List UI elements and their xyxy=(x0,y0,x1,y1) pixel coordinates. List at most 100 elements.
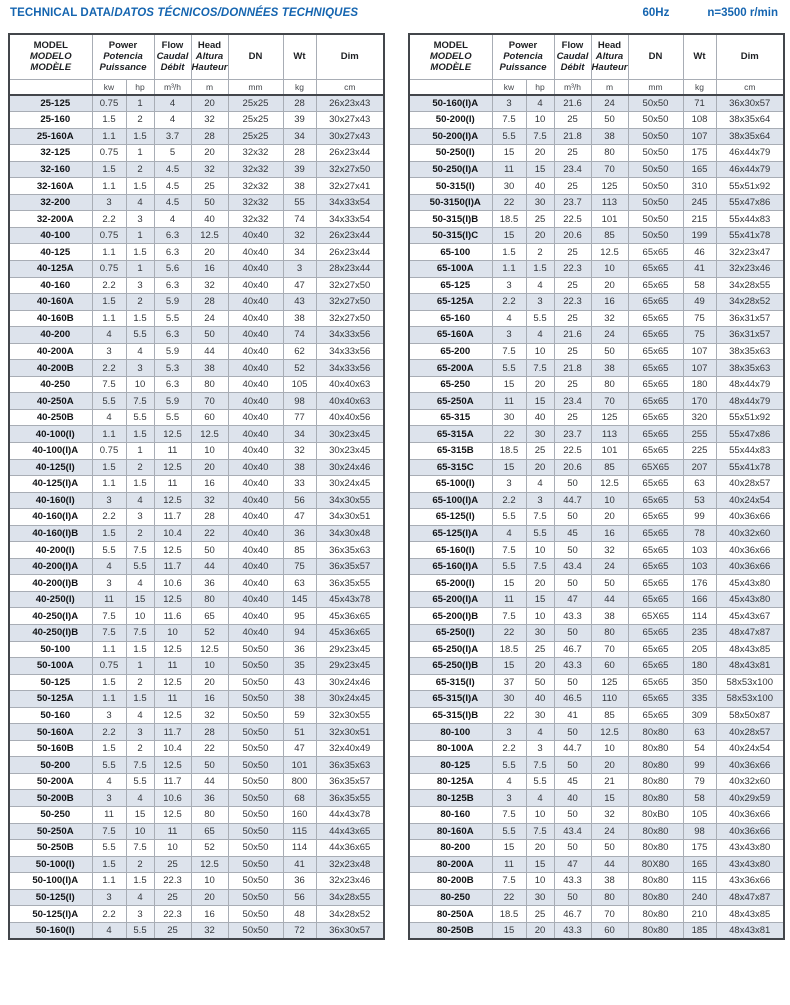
hp-cell: 2 xyxy=(125,160,155,179)
wt-cell: 95 xyxy=(282,607,317,625)
model-cell: 50-160B xyxy=(8,739,93,758)
dn-cell: 80x80 xyxy=(627,905,684,923)
dim-cell: 55x47x86 xyxy=(715,425,785,443)
table-row: 80-100A 2.2 3 44.7 10 80x80 54 40x24x54 xyxy=(408,739,785,758)
dim-cell: 29x23x45 xyxy=(315,657,385,675)
table-row: 50-100(I)A 1.1 1.5 22.3 10 50x50 36 32x23x46 xyxy=(8,872,385,890)
flow-cell: 12.5 xyxy=(153,458,192,477)
kw-cell: 1.1 xyxy=(91,475,127,493)
flow-cell: 43.3 xyxy=(553,607,592,625)
head-cell: 16 xyxy=(190,690,229,708)
head-cell: 50 xyxy=(590,574,629,592)
head-cell: 12.5 xyxy=(590,475,629,493)
flow-cell: 25 xyxy=(553,177,592,195)
dim-cell: 40x29x59 xyxy=(715,789,785,808)
model-cell: 80-125B xyxy=(408,789,493,808)
head-cell: 32 xyxy=(590,806,629,824)
table-row: 65-250 15 20 25 80 65x65 180 48x44x79 xyxy=(408,375,785,394)
model-cell: 40-200(I)A xyxy=(8,557,93,576)
wt-cell: 245 xyxy=(682,193,717,212)
kw-cell: 2.2 xyxy=(91,723,127,741)
dn-cell: 65x65 xyxy=(627,359,684,377)
dim-cell: 34x28x52 xyxy=(315,905,385,923)
kw-cell: 3 xyxy=(91,491,127,510)
wt-cell: 43 xyxy=(282,673,317,692)
dim-cell: 40x36x66 xyxy=(715,557,785,576)
hp-cell: 5.5 xyxy=(125,557,155,576)
model-cell: 80-200B xyxy=(408,872,493,890)
dn-cell: 50x50 xyxy=(227,921,284,940)
head-cell: 44 xyxy=(590,855,629,874)
hp-cell: 30 xyxy=(525,193,555,212)
kw-cell: 3 xyxy=(491,276,527,295)
dim-cell: 55x44x83 xyxy=(715,441,785,460)
table-row: 80-250B 15 20 43.3 60 80x80 185 48x43x81 xyxy=(408,921,785,940)
wt-cell: 98 xyxy=(682,822,717,841)
dn-cell: 80x80 xyxy=(627,723,684,741)
dim-cell: 38x35x64 xyxy=(715,127,785,146)
flow-cell: 4 xyxy=(153,94,192,113)
kw-unit: kw xyxy=(491,78,527,96)
wt-cell: 28 xyxy=(282,94,317,113)
wt-cell: 59 xyxy=(282,706,317,725)
dn-cell: 40x40 xyxy=(227,425,284,443)
flow-cell: 10.6 xyxy=(153,789,192,808)
head-cell: 52 xyxy=(190,839,229,857)
flow-cell: 11 xyxy=(153,475,192,493)
dn-cell: 65x65 xyxy=(627,624,684,642)
model-cell: 32-200 xyxy=(8,193,93,212)
dn-cell: 80x80 xyxy=(627,822,684,841)
dim-cell: 26x23x43 xyxy=(315,94,385,113)
dn-cell: 80x80 xyxy=(627,739,684,758)
kw-cell: 22 xyxy=(491,624,527,642)
dn-cell: 65x65 xyxy=(627,640,684,659)
model-cell: 40-160A xyxy=(8,293,93,311)
dn-cell: 40x40 xyxy=(227,475,284,493)
head-cell: 24 xyxy=(590,557,629,576)
kw-cell: 1.5 xyxy=(91,739,127,758)
head-cell: 80 xyxy=(590,888,629,907)
dim-cell: 32x27x50 xyxy=(315,276,385,295)
head-cell: 70 xyxy=(190,392,229,410)
wt-cell: 320 xyxy=(682,408,717,427)
table-row: 40-200 4 5.5 6.3 50 40x40 74 34x33x56 xyxy=(8,326,385,344)
head-cell: 52 xyxy=(190,624,229,642)
dn-cell: 50x50 xyxy=(227,673,284,692)
dim-cell: 30x27x43 xyxy=(315,111,385,129)
kw-cell: 1.5 xyxy=(91,524,127,543)
wt-cell: 71 xyxy=(682,94,717,113)
tables-container: MODEL MODELO MODÈLE Power Potencia Puiss… xyxy=(0,33,790,940)
table-row: 80-125B 3 4 40 15 80x80 58 40x29x59 xyxy=(408,789,785,808)
flow-cell: 5.5 xyxy=(153,408,192,427)
wt-cell: 39 xyxy=(282,111,317,129)
table-row: 65-160 4 5.5 25 32 65x65 75 36x31x57 xyxy=(408,309,785,328)
power-column-header: Power Potencia Puissance xyxy=(491,33,555,80)
kw-cell: 11 xyxy=(491,160,527,179)
kw-cell: 0.75 xyxy=(91,657,127,675)
dim-cell: 40x40x63 xyxy=(315,375,385,394)
model-cell: 80-100 xyxy=(408,723,493,741)
dim-cell: 43x43x80 xyxy=(715,839,785,857)
table-row: 40-100(I)A 0.75 1 11 10 40x40 32 30x23x45 xyxy=(8,441,385,460)
flow-cell: 50 xyxy=(553,673,592,692)
hp-cell: 7.5 xyxy=(525,756,555,774)
hp-cell: 10 xyxy=(525,806,555,824)
table-row: 40-250(I) 11 15 12.5 80 40x40 145 45x43x78 xyxy=(8,590,385,609)
page-title-translations: DATOS TÉCNICOS/DONNÉES TECHNIQUES xyxy=(114,7,359,19)
table-row: 40-160(I)A 2.2 3 11.7 28 40x40 47 34x30x51 xyxy=(8,508,385,526)
wt-cell: 63 xyxy=(682,723,717,741)
table-row: 32-125 0.75 1 5 20 32x32 28 26x23x44 xyxy=(8,144,385,162)
model-cell: 50-160(I) xyxy=(8,921,93,940)
flow-cell: 25 xyxy=(553,408,592,427)
kw-cell: 1.5 xyxy=(91,293,127,311)
dim-cell: 36x35x57 xyxy=(315,772,385,791)
model-cell: 40-160(I) xyxy=(8,491,93,510)
dim-cell: 36x31x57 xyxy=(715,326,785,344)
flow-cell: 12.5 xyxy=(153,491,192,510)
wt-cell: 41 xyxy=(282,855,317,874)
model-units-cell xyxy=(408,78,493,96)
flow-cell: 5.9 xyxy=(153,342,192,361)
flow-cell: 50 xyxy=(553,508,592,526)
head-cell: 40 xyxy=(190,210,229,228)
wt-cell: 77 xyxy=(282,408,317,427)
